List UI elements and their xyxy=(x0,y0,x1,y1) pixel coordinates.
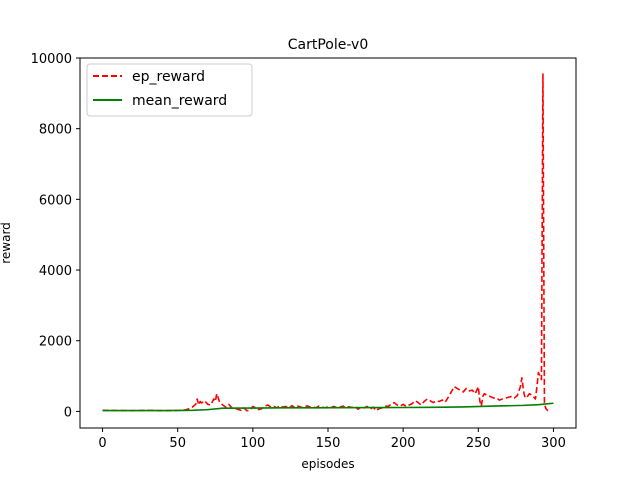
y-tick-label: 10000 xyxy=(31,52,72,67)
x-tick-label: 150 xyxy=(316,436,341,451)
x-tick-label: 250 xyxy=(466,436,491,451)
x-tick-label: 300 xyxy=(541,436,566,451)
chart-title: CartPole-v0 xyxy=(288,37,368,53)
series-layer xyxy=(102,73,554,412)
x-tick-label: 0 xyxy=(98,436,106,451)
x-tick-label: 100 xyxy=(240,436,265,451)
y-axis-label: reward xyxy=(0,222,13,264)
series-line-mean-reward xyxy=(102,402,554,412)
x-axis-label: episodes xyxy=(301,457,354,471)
x-tick-label: 50 xyxy=(169,436,186,451)
legend-label-mean-reward: mean_reward xyxy=(132,93,227,109)
series-line-ep-reward xyxy=(102,73,550,412)
y-axis-ticks: 0 2000 4000 6000 8000 10000 xyxy=(31,52,80,420)
y-tick-label: 2000 xyxy=(39,335,72,350)
y-tick-label: 8000 xyxy=(39,123,72,138)
x-axis-ticks: 0 50 100 150 200 250 300 xyxy=(98,428,566,451)
y-tick-label: 6000 xyxy=(39,193,72,208)
x-tick-label: 200 xyxy=(391,436,416,451)
y-tick-label: 0 xyxy=(64,405,72,420)
legend-box xyxy=(86,63,253,117)
legend: ep_reward mean_reward xyxy=(86,63,253,117)
y-tick-label: 4000 xyxy=(39,264,72,279)
legend-label-ep-reward: ep_reward xyxy=(132,69,205,85)
